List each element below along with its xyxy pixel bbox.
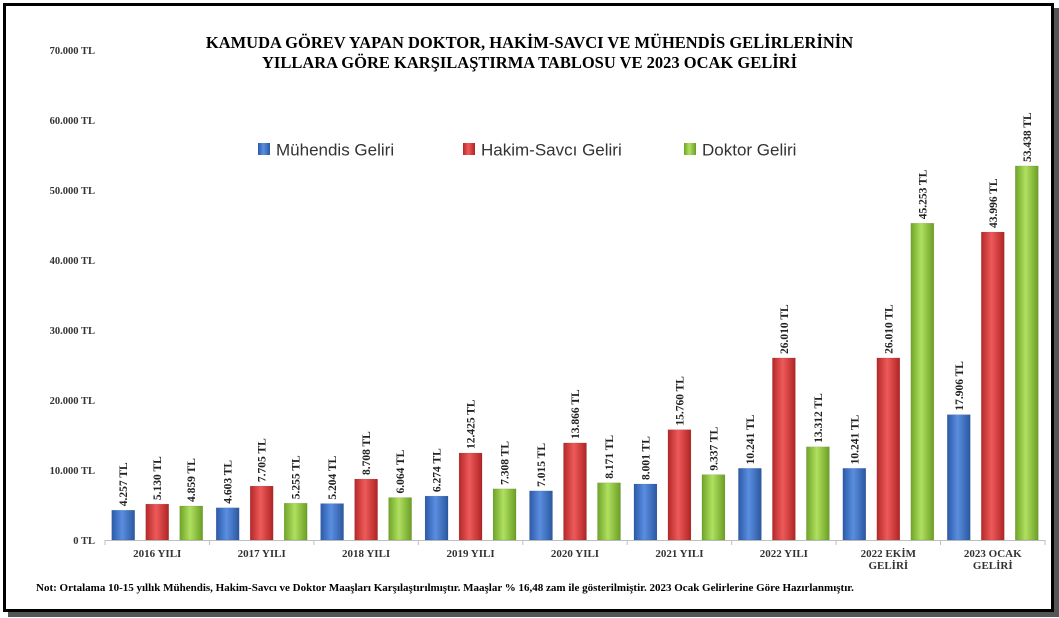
- bar-doktor: [283, 502, 308, 541]
- y-tick-label: 0 TL: [73, 536, 95, 547]
- x-tick-label: 2017 YILI: [238, 548, 286, 560]
- chart-title: KAMUDA GÖREV YAPAN DOKTOR, HAKİM-SAVCI V…: [0, 33, 1059, 73]
- y-tick-label: 30.000 TL: [50, 326, 95, 337]
- bar-muhendis: [215, 507, 240, 541]
- y-tick-label: 50.000 TL: [50, 186, 95, 197]
- data-label: 5.130 TL: [152, 456, 164, 500]
- legend-label: Hakim-Savcı Geliri: [481, 141, 622, 160]
- x-tick-label: 2018 YILI: [342, 548, 390, 560]
- bar-doktor: [597, 482, 621, 541]
- data-label: 26.010 TL: [779, 304, 791, 354]
- bar-doktor: [701, 474, 726, 541]
- data-label: 12.425 TL: [466, 399, 478, 449]
- data-label: 5.204 TL: [327, 455, 339, 499]
- data-label: 45.253 TL: [917, 169, 929, 219]
- bar-doktor: [806, 446, 830, 541]
- bar-muhendis: [738, 468, 762, 541]
- data-label: 7.308 TL: [500, 441, 512, 485]
- chart-title-line-1: KAMUDA GÖREV YAPAN DOKTOR, HAKİM-SAVCI V…: [205, 33, 854, 52]
- data-label: 8.171 TL: [604, 435, 616, 479]
- x-axis: 2016 YILI 2017 YILI 2018 YILI 2019 YILI 2020…: [104, 540, 1046, 572]
- data-label: 4.257 TL: [118, 462, 130, 506]
- data-label: 4.603 TL: [223, 460, 235, 504]
- bar-doktor: [492, 488, 517, 541]
- y-axis: 0 TL 10.000 TL 20.000 TL 30.000 TL 40.000 TL…: [50, 46, 95, 547]
- bar-hakim-savci: [249, 485, 274, 541]
- bar-doktor: [388, 497, 412, 541]
- bar-hakim-savci: [981, 231, 1005, 541]
- footnote: Not: Ortalama 10-15 yıllık Mühendis, Hak…: [36, 582, 854, 594]
- data-label: 8.001 TL: [640, 436, 652, 480]
- data-label: 7.015 TL: [536, 443, 548, 487]
- bars: 4.257 TL 4.603 TL 5.204 TL 6.274 TL 7.015 TL…: [111, 112, 1039, 541]
- data-label: 9.337 TL: [708, 426, 720, 470]
- bar-muhendis: [947, 414, 971, 541]
- bar-muhendis: [842, 468, 867, 541]
- bar-doktor: [910, 222, 935, 541]
- chart-title-line-2: YILLARA GÖRE KARŞILAŞTIRMA TABLOSU VE 20…: [262, 53, 797, 72]
- x-tick-label: 2022 YILI: [760, 548, 808, 560]
- bar-hakim-savci: [772, 357, 796, 541]
- data-label: 4.859 TL: [186, 458, 198, 502]
- data-label: 53.438 TL: [1022, 112, 1034, 162]
- data-label: 13.866 TL: [570, 389, 582, 439]
- bar-hakim-savci: [458, 452, 483, 541]
- bar-hakim-savci: [354, 478, 378, 541]
- data-label: 26.010 TL: [883, 304, 895, 354]
- legend-swatch: [684, 143, 696, 155]
- bar-muhendis: [320, 503, 344, 541]
- y-tick-label: 60.000 TL: [50, 116, 95, 127]
- bar-doktor: [1015, 165, 1039, 541]
- legend-swatch: [258, 143, 270, 155]
- y-tick-label: 70.000 TL: [50, 46, 95, 57]
- x-tick-label: GELİRİ: [868, 560, 908, 572]
- bar-muhendis: [529, 490, 553, 541]
- legend: Mühendis Geliri Hakim-Savcı Geliri Doktor …: [258, 141, 796, 160]
- y-tick-label: 20.000 TL: [50, 396, 95, 407]
- bar-hakim-savci: [876, 357, 901, 541]
- x-tick-label: 2022 EKİM: [861, 548, 917, 560]
- x-tick-label: 2016 YILI: [133, 548, 181, 560]
- data-label: 5.255 TL: [291, 455, 303, 499]
- x-tick-label: GELİRİ: [973, 560, 1013, 572]
- bar-hakim-savci: [667, 429, 692, 541]
- data-label: 13.312 TL: [813, 393, 825, 443]
- data-label: 17.906 TL: [954, 361, 966, 411]
- bar-muhendis: [633, 483, 658, 541]
- data-label: 15.760 TL: [674, 376, 686, 426]
- x-tick-label: 2023 OCAK: [964, 548, 1022, 560]
- y-tick-label: 40.000 TL: [50, 256, 95, 267]
- data-label: 7.705 TL: [257, 438, 269, 482]
- legend-swatch: [463, 143, 475, 155]
- legend-label: Doktor Geliri: [702, 141, 796, 160]
- bar-doktor: [179, 505, 203, 541]
- data-label: 10.241 TL: [745, 414, 757, 464]
- x-tick-label: 2021 YILI: [655, 548, 703, 560]
- data-label: 8.708 TL: [361, 431, 373, 475]
- bar-muhendis: [424, 495, 449, 541]
- bar-hakim-savci: [563, 442, 587, 541]
- data-label: 43.996 TL: [988, 178, 1000, 228]
- data-label: 10.241 TL: [849, 414, 861, 464]
- legend-label: Mühendis Geliri: [276, 141, 394, 160]
- bar-muhendis: [111, 509, 135, 541]
- bar-hakim-savci: [145, 503, 169, 541]
- x-tick-label: 2020 YILI: [551, 548, 599, 560]
- y-tick-label: 10.000 TL: [50, 466, 95, 477]
- data-label: 6.064 TL: [395, 449, 407, 493]
- data-label: 6.274 TL: [432, 448, 444, 492]
- x-tick-label: 2019 YILI: [446, 548, 494, 560]
